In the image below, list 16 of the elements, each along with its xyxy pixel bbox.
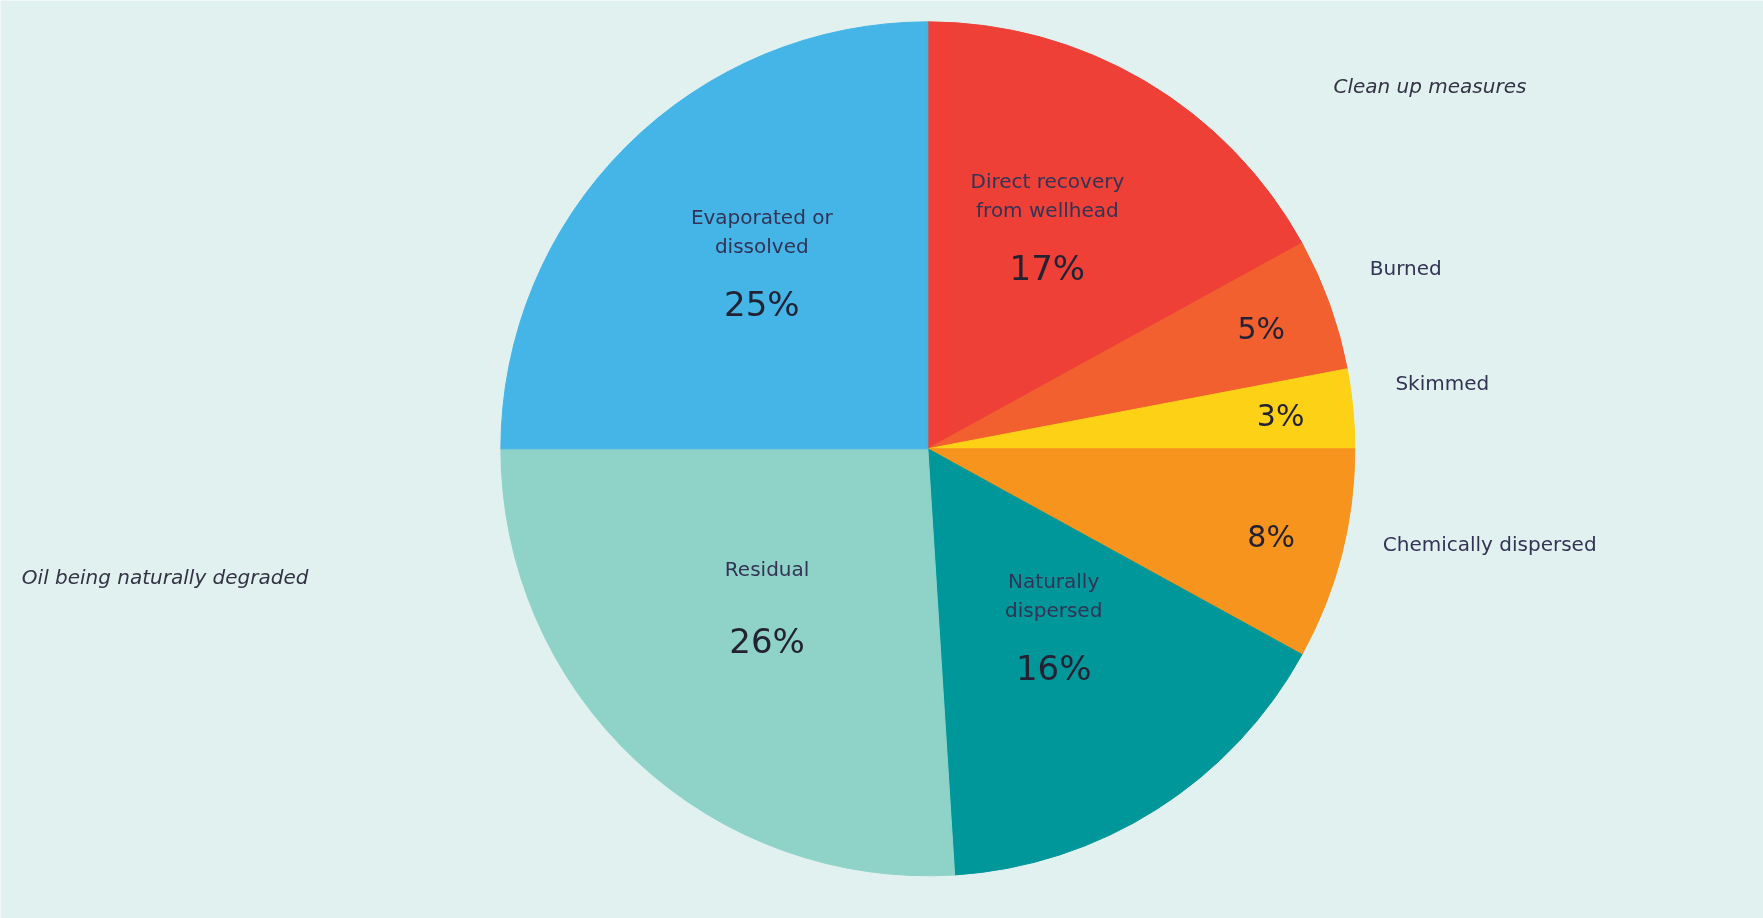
slice-label: Skimmed — [1395, 371, 1490, 396]
data-label: 17% — [1009, 248, 1086, 289]
data-label: 5% — [1237, 311, 1286, 347]
slice-label: Chemically dispersed — [1382, 532, 1597, 557]
slice-label: Evaporated or dissolved — [690, 205, 834, 258]
data-label: 25% — [724, 284, 800, 325]
data-label: 3% — [1256, 397, 1305, 433]
data-label: 8% — [1247, 519, 1295, 555]
slice-label: Naturally dispersed — [1005, 569, 1103, 623]
text: Clean up measures — [1333, 73, 1527, 98]
slice-label: Direct recovery from wellhead — [970, 169, 1125, 222]
slice-label: Burned — [1369, 256, 1442, 281]
data-label: 26% — [729, 621, 805, 662]
data-label: 16% — [1015, 648, 1092, 689]
text: Oil being naturally degraded — [21, 564, 309, 589]
slice-label: Residual — [724, 556, 810, 581]
